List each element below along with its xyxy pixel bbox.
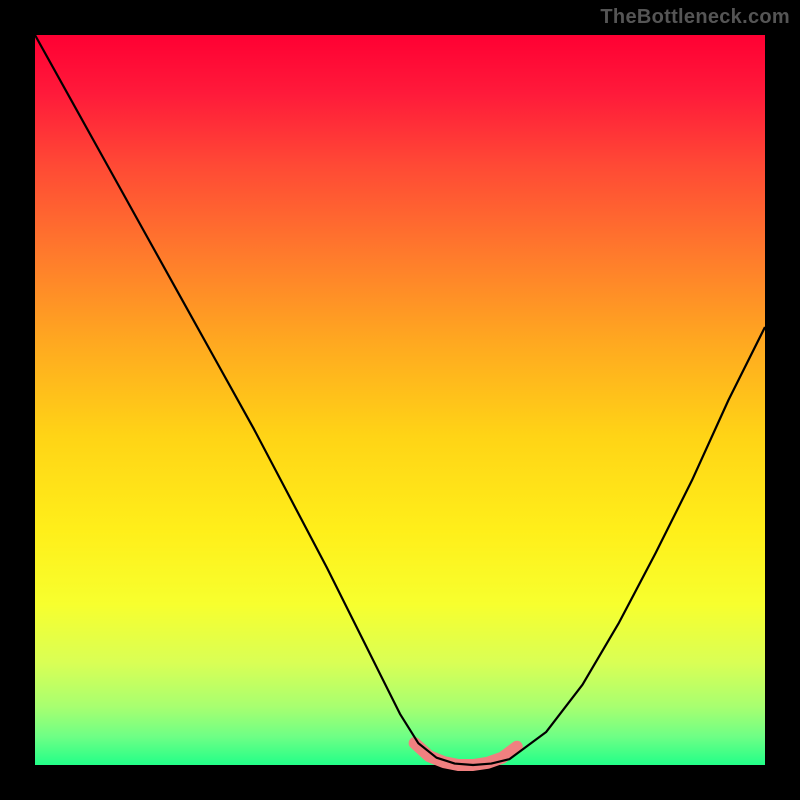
bottleneck-chart (0, 0, 800, 800)
watermark-text: TheBottleneck.com (600, 6, 790, 29)
plot-area (35, 35, 765, 765)
chart-container: TheBottleneck.com (0, 0, 800, 800)
